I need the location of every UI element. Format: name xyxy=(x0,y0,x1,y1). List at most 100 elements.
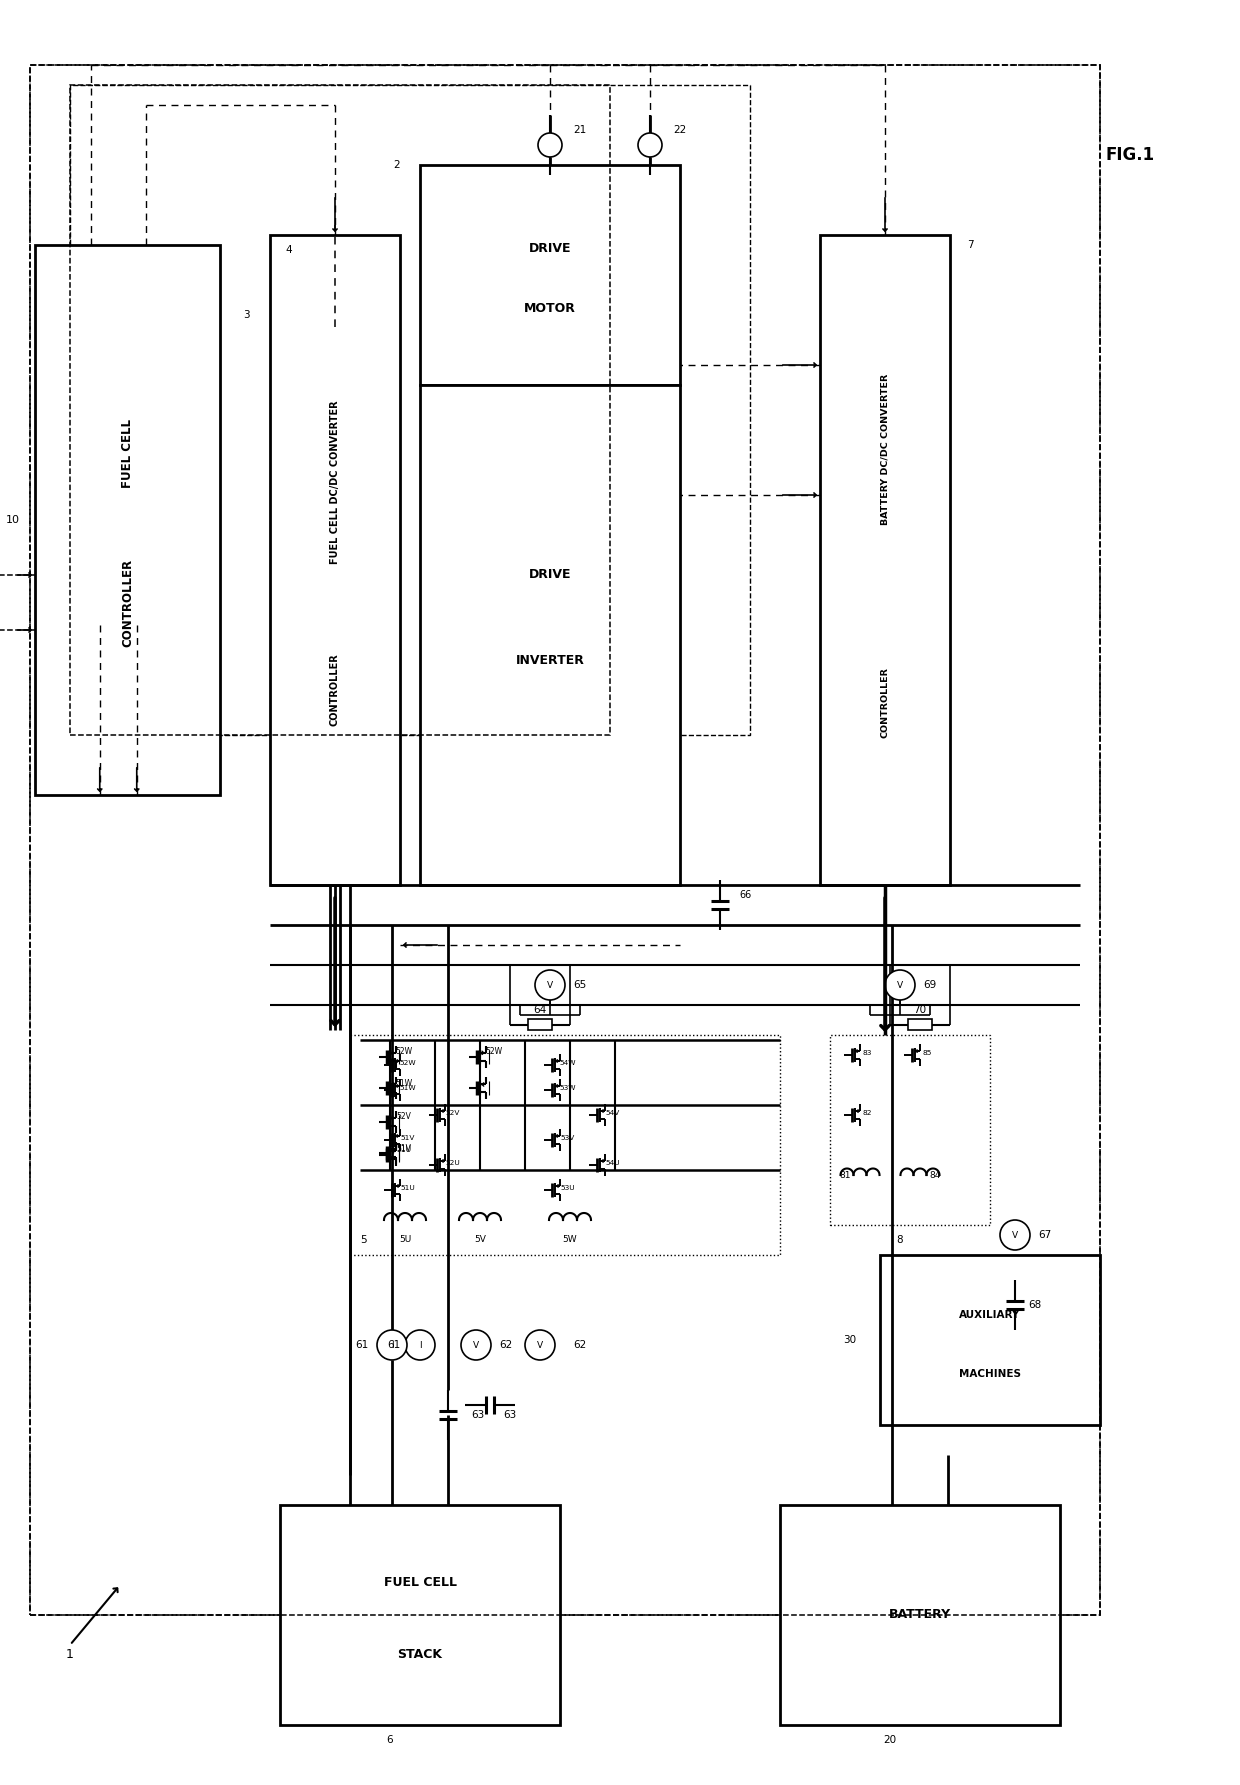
Text: 2: 2 xyxy=(393,161,401,170)
Circle shape xyxy=(885,969,915,1000)
Text: 20: 20 xyxy=(883,1735,897,1746)
Text: 63: 63 xyxy=(471,1410,485,1421)
Bar xyxy=(830,1035,990,1225)
Text: 67: 67 xyxy=(1038,1230,1052,1241)
Text: 52V: 52V xyxy=(397,1112,412,1121)
Text: FIG.1: FIG.1 xyxy=(1105,146,1154,164)
Text: 6: 6 xyxy=(387,1735,393,1746)
Text: 82: 82 xyxy=(862,1110,872,1116)
Text: 70: 70 xyxy=(914,1005,926,1016)
Text: 22: 22 xyxy=(673,125,687,136)
Text: INVERTER: INVERTER xyxy=(516,653,584,666)
Text: V: V xyxy=(897,980,903,989)
Text: 52V: 52V xyxy=(445,1110,460,1116)
Text: 85: 85 xyxy=(923,1050,931,1055)
Text: 62: 62 xyxy=(573,1341,587,1349)
Text: 52W: 52W xyxy=(399,1060,415,1066)
Bar xyxy=(35,245,219,794)
Bar xyxy=(350,1035,780,1255)
Text: 66: 66 xyxy=(739,891,751,900)
Text: V: V xyxy=(1012,1230,1018,1239)
Text: 51V: 51V xyxy=(397,1144,412,1153)
Bar xyxy=(270,236,401,885)
Text: CONTROLLER: CONTROLLER xyxy=(330,653,340,726)
Bar xyxy=(420,164,680,386)
Bar xyxy=(30,64,1100,1615)
Bar xyxy=(280,1505,560,1724)
Text: 5: 5 xyxy=(360,1235,367,1244)
Text: DRIVE: DRIVE xyxy=(528,568,572,582)
Text: 52W: 52W xyxy=(485,1048,502,1057)
Text: 7: 7 xyxy=(967,239,973,250)
Text: 61: 61 xyxy=(387,1341,401,1349)
Text: STACK: STACK xyxy=(398,1648,443,1662)
Text: DRIVE: DRIVE xyxy=(528,243,572,255)
Text: BATTERY DC/DC CONVERTER: BATTERY DC/DC CONVERTER xyxy=(880,373,889,525)
Text: 68: 68 xyxy=(1028,1299,1042,1310)
Circle shape xyxy=(405,1330,435,1360)
Text: 54W: 54W xyxy=(559,1060,575,1066)
Text: 61: 61 xyxy=(356,1341,368,1349)
Text: 51W: 51W xyxy=(399,1085,415,1091)
Text: I: I xyxy=(391,1341,393,1349)
Bar xyxy=(30,64,1100,1615)
Text: 51V: 51V xyxy=(401,1135,414,1141)
Text: MACHINES: MACHINES xyxy=(959,1369,1021,1380)
Bar xyxy=(420,386,680,885)
Text: BATTERY: BATTERY xyxy=(889,1608,951,1621)
Text: 84: 84 xyxy=(929,1171,941,1180)
Text: FUEL CELL: FUEL CELL xyxy=(383,1576,456,1589)
Bar xyxy=(780,1505,1060,1724)
Circle shape xyxy=(538,134,562,157)
Text: 52W: 52W xyxy=(396,1048,413,1057)
Text: 52U: 52U xyxy=(445,1160,460,1166)
Text: V: V xyxy=(472,1341,479,1349)
Text: 65: 65 xyxy=(573,980,587,991)
Text: 51W: 51W xyxy=(396,1078,413,1087)
Text: 53W: 53W xyxy=(559,1085,575,1091)
Text: 53V: 53V xyxy=(560,1135,574,1141)
Text: 5W: 5W xyxy=(563,1235,578,1244)
Text: 4: 4 xyxy=(285,245,291,255)
Bar xyxy=(880,1255,1100,1424)
Text: AUXILIARY: AUXILIARY xyxy=(960,1310,1021,1319)
Bar xyxy=(820,236,950,885)
Circle shape xyxy=(534,969,565,1000)
Text: MOTOR: MOTOR xyxy=(525,302,575,314)
Text: CONTROLLER: CONTROLLER xyxy=(880,668,889,739)
Text: 51U: 51U xyxy=(397,1146,412,1155)
Text: 81: 81 xyxy=(839,1171,851,1180)
Text: 5V: 5V xyxy=(474,1235,486,1244)
Text: 51U: 51U xyxy=(401,1185,414,1191)
Circle shape xyxy=(377,1330,407,1360)
Text: FUEL CELL: FUEL CELL xyxy=(122,419,134,489)
Text: 53U: 53U xyxy=(560,1185,574,1191)
Text: V: V xyxy=(537,1341,543,1349)
Text: I: I xyxy=(419,1341,422,1349)
Text: 5U: 5U xyxy=(399,1235,412,1244)
Text: 64: 64 xyxy=(533,1005,547,1016)
Bar xyxy=(528,1019,552,1030)
Text: 62: 62 xyxy=(500,1341,512,1349)
Text: CONTROLLER: CONTROLLER xyxy=(122,559,134,646)
Bar xyxy=(908,1019,932,1030)
Text: 30: 30 xyxy=(843,1335,857,1346)
Text: 69: 69 xyxy=(924,980,936,991)
Text: 21: 21 xyxy=(573,125,587,136)
Bar xyxy=(69,86,610,735)
Circle shape xyxy=(639,134,662,157)
Circle shape xyxy=(525,1330,556,1360)
Text: V: V xyxy=(547,980,553,989)
Text: 10: 10 xyxy=(6,516,20,525)
Text: 1: 1 xyxy=(66,1649,74,1662)
Circle shape xyxy=(461,1330,491,1360)
Text: 8: 8 xyxy=(897,1235,903,1244)
Circle shape xyxy=(999,1219,1030,1250)
Text: 54V: 54V xyxy=(605,1110,620,1116)
Bar xyxy=(69,86,750,735)
Text: 54U: 54U xyxy=(605,1160,620,1166)
Text: 3: 3 xyxy=(243,311,250,320)
Text: 83: 83 xyxy=(862,1050,872,1055)
Text: FUEL CELL DC/DC CONVERTER: FUEL CELL DC/DC CONVERTER xyxy=(330,400,340,564)
Text: 63: 63 xyxy=(503,1410,517,1421)
